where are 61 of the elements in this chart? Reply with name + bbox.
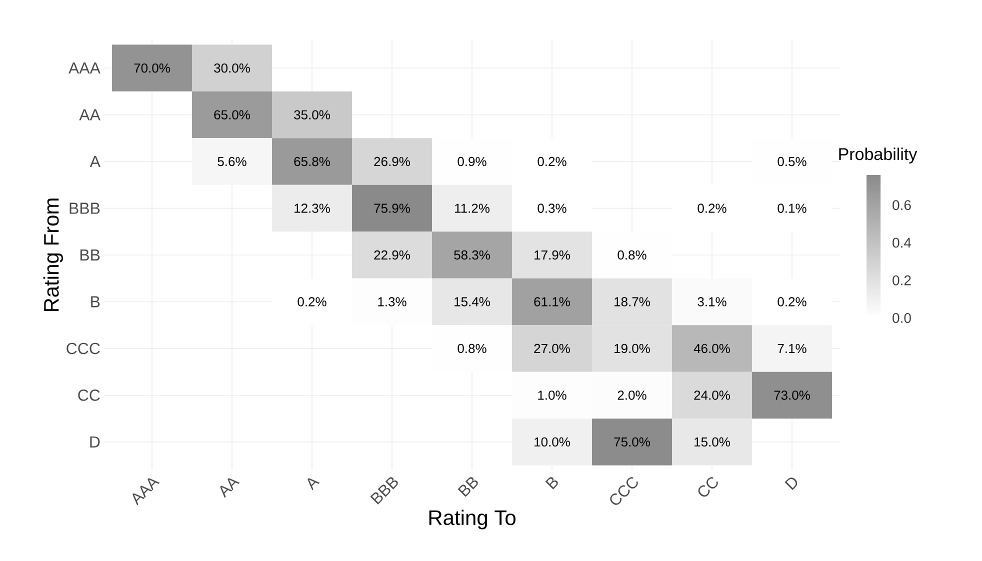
data-label: 15.4% — [454, 297, 490, 306]
data-label: 24.0% — [694, 390, 730, 400]
x-tick-label: BB — [458, 477, 478, 497]
data-label: 3.1% — [698, 297, 726, 306]
data-label: 65.0% — [214, 110, 250, 120]
data-label: 0.2% — [538, 156, 566, 166]
data-label: 0.1% — [778, 204, 806, 213]
data-label: 35.0% — [294, 110, 330, 120]
y-tick-label: BBB — [70, 202, 100, 214]
data-label: 26.9% — [374, 156, 410, 166]
x-axis-title: Rating To — [429, 510, 516, 530]
color-bar-label: 0.6 — [892, 200, 911, 210]
y-tick-label: D — [90, 436, 100, 448]
y-tick-label: B — [91, 296, 100, 308]
data-label: 0.3% — [538, 204, 566, 213]
y-tick-label: BB — [80, 249, 100, 261]
data-label: 1.0% — [538, 390, 566, 400]
data-label: 75.9% — [374, 204, 410, 213]
x-tick-label: AA — [220, 478, 240, 498]
data-label: 0.2% — [298, 297, 326, 306]
data-label: 11.2% — [455, 204, 490, 213]
data-label: 0.8% — [618, 250, 646, 260]
data-label: 0.2% — [778, 297, 806, 306]
data-label: 12.3% — [294, 204, 330, 213]
data-label: 15.0% — [694, 437, 730, 447]
data-label: 1.3% — [378, 297, 406, 306]
data-label: 0.5% — [778, 156, 806, 166]
data-label: 0.8% — [458, 344, 486, 354]
data-label: 10.0% — [534, 437, 570, 447]
data-label: 7.1% — [778, 344, 806, 354]
x-tick-label: B — [545, 477, 558, 490]
x-tick-label: A — [308, 478, 320, 490]
y-tick-label: AAA — [68, 62, 100, 74]
color-bar-label: 0.4 — [892, 238, 912, 248]
y-tick-label: AA — [79, 109, 100, 120]
data-label: 73.0% — [774, 390, 810, 400]
y-tick-label: CCC — [66, 342, 100, 354]
y-tick-label: CC — [78, 390, 100, 401]
data-label: 58.3% — [454, 250, 490, 260]
data-label: 18.7% — [614, 297, 650, 306]
data-label: 70.0% — [134, 63, 170, 73]
color-bar-label: 0.0 — [892, 313, 911, 323]
data-label: 2.0% — [618, 390, 646, 400]
data-label: 75.0% — [614, 437, 650, 447]
data-label: 0.9% — [458, 156, 486, 166]
data-label: 17.9% — [534, 250, 570, 260]
data-label: 46.0% — [694, 344, 730, 354]
data-label: 61.1% — [534, 297, 570, 306]
data-label: 27.0% — [534, 344, 570, 354]
color-bar-title: Probability — [839, 148, 918, 164]
y-axis-title: Rating From — [43, 198, 63, 312]
data-label: 5.6% — [218, 156, 246, 166]
x-tick-label: CC — [698, 477, 718, 497]
data-label: 22.9% — [374, 250, 410, 260]
color-bar-label: 0.2 — [892, 275, 911, 286]
data-label: 30.0% — [214, 63, 250, 73]
x-tick-label: D — [784, 478, 798, 490]
data-label: 65.8% — [294, 156, 330, 166]
data-label: 19.0% — [614, 344, 650, 354]
data-label: 0.2% — [698, 204, 726, 213]
y-tick-label: A — [90, 156, 100, 168]
